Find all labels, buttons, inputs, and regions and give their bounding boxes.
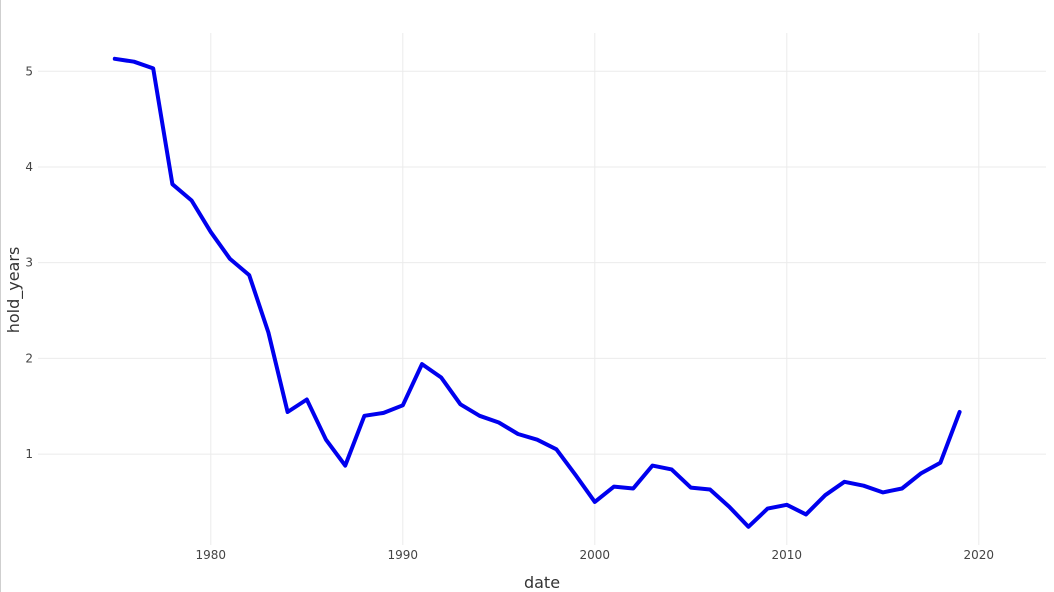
- x-tick-label: 2020: [964, 548, 995, 562]
- x-tick-label: 1990: [388, 548, 419, 562]
- x-axis-title: date: [524, 573, 560, 592]
- series-line: [112, 56, 962, 529]
- left-border: [0, 0, 1, 592]
- x-tick-label: 2010: [772, 548, 803, 562]
- x-tick-labels: 1980 1990 2000 2010 2020: [196, 548, 995, 562]
- x-tick-label: 1980: [196, 548, 227, 562]
- grid-lines: [38, 33, 1046, 545]
- x-tick-label: 2000: [580, 548, 611, 562]
- y-tick-label: 1: [25, 447, 33, 461]
- y-tick-labels: 1 2 3 4 5: [25, 64, 33, 461]
- y-tick-label: 5: [25, 64, 33, 78]
- y-tick-label: 4: [25, 160, 33, 174]
- y-axis-title: hold_years: [4, 247, 24, 334]
- y-tick-label: 2: [25, 351, 33, 365]
- series-group: [112, 56, 962, 529]
- y-tick-label: 3: [25, 256, 33, 270]
